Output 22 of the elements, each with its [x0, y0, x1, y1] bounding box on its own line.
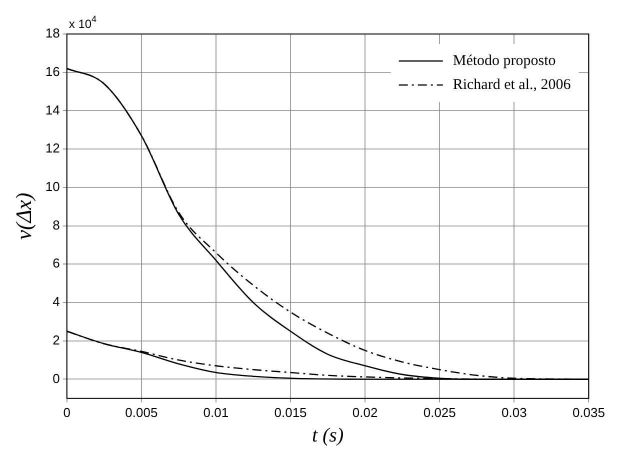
- y-tick-label: 14: [45, 102, 60, 118]
- y-tick-label: 0: [52, 370, 60, 386]
- y-tick-label: 10: [45, 179, 60, 194]
- x-tick-label: 0.005: [125, 404, 158, 420]
- x-tick-label: 0.03: [502, 404, 527, 420]
- legend-label: Richard et al., 2006: [452, 76, 572, 93]
- x-tick-label: 0.02: [352, 404, 378, 420]
- y-tick-label: 4: [52, 294, 60, 310]
- y-tick-label: 6: [52, 256, 60, 271]
- y-axis-title: v(Δx): [10, 192, 36, 240]
- legend-label: Método proposto: [452, 52, 556, 69]
- x-tick-label: 0.01: [203, 404, 229, 420]
- y-tick-label: 18: [45, 26, 60, 41]
- x-tick-label: 0: [63, 404, 70, 420]
- y-tick-label: 8: [52, 217, 60, 232]
- y-tick-label: 12: [45, 140, 60, 156]
- y-tick-label: 2: [52, 332, 60, 348]
- y-tick-label: 16: [45, 64, 60, 79]
- x-tick-label: 0.035: [572, 404, 606, 420]
- x-tick-label: 0.025: [423, 404, 456, 420]
- x-tick-label: 0.015: [274, 404, 307, 420]
- x-axis-title: t (s): [312, 424, 344, 446]
